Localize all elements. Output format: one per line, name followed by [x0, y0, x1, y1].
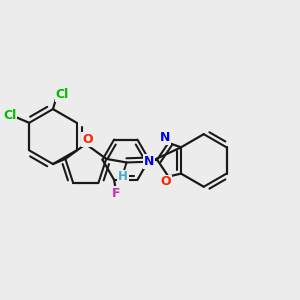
Text: H: H: [118, 170, 128, 183]
Text: O: O: [161, 176, 171, 188]
Text: O: O: [82, 133, 93, 146]
Text: Cl: Cl: [3, 109, 17, 122]
Text: N: N: [160, 131, 171, 144]
Text: F: F: [112, 187, 120, 200]
Text: N: N: [144, 155, 154, 168]
Text: Cl: Cl: [55, 88, 68, 101]
